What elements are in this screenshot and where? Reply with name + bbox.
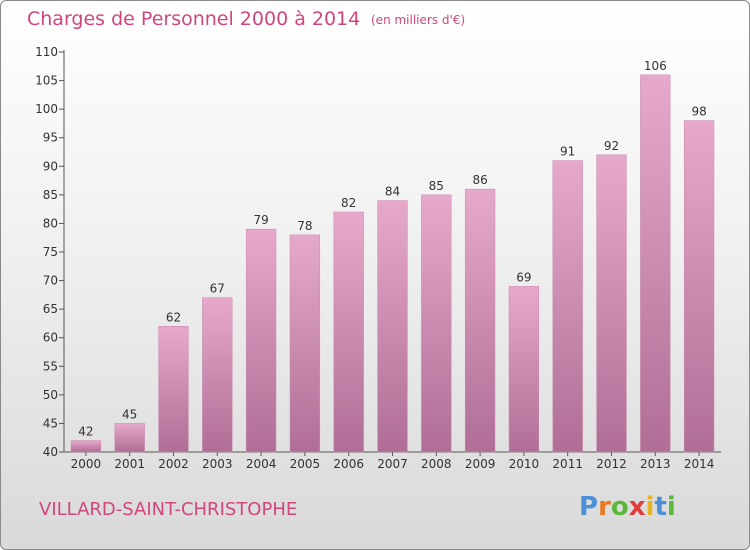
bar-2000 [70, 440, 102, 453]
value-label-2013: 106 [644, 59, 667, 73]
y-tick-label: 95 [43, 131, 58, 145]
value-label-2009: 86 [472, 173, 487, 187]
value-label-2007: 84 [385, 185, 400, 199]
axes: 40 45 50 55 60 65 70 75 80 85 90 95 100 105 110 2000 200… [35, 45, 721, 471]
y-tick-label: 80 [43, 216, 58, 230]
value-label-2005: 78 [297, 219, 312, 233]
y-tick-label: 85 [43, 188, 58, 202]
chart-title: Charges de Personnel 2000 à 2014 [27, 8, 360, 30]
value-label-2008: 85 [429, 179, 444, 193]
x-tick-label-2009: 2009 [465, 457, 496, 471]
y-tick-label: 45 [43, 416, 58, 430]
bar-2012 [596, 154, 627, 453]
y-tick-label: 50 [43, 388, 58, 402]
bar-2005 [289, 234, 321, 453]
y-tick-label: 65 [43, 302, 58, 316]
value-label-2001: 45 [122, 407, 137, 421]
value-label-2002: 62 [166, 310, 181, 324]
bar-2004 [245, 228, 277, 453]
x-tick-label-2003: 2003 [202, 457, 233, 471]
y-tick-label: 60 [43, 331, 58, 345]
y-tick-label: 55 [43, 359, 58, 373]
value-label-2006: 82 [341, 196, 356, 210]
x-tick-label-2013: 2013 [640, 457, 671, 471]
y-tick-label: 40 [43, 445, 58, 459]
value-label-2012: 92 [604, 139, 619, 153]
value-label-2003: 67 [210, 282, 225, 296]
y-tick-label: 75 [43, 245, 58, 259]
bar-2011 [552, 160, 583, 453]
chart-subtitle: (en milliers d'€) [371, 13, 465, 27]
y-tick-label: 105 [35, 74, 58, 88]
value-label-2010: 69 [516, 270, 531, 284]
x-tick-label-2006: 2006 [333, 457, 364, 471]
x-tick-label-2000: 2000 [71, 457, 102, 471]
x-tick-label-2004: 2004 [246, 457, 277, 471]
x-tick-label-2012: 2012 [596, 457, 627, 471]
x-tick-label-2002: 2002 [158, 457, 189, 471]
bar-2008 [421, 194, 452, 453]
y-tick-label: 70 [43, 274, 58, 288]
bar-2002 [158, 326, 189, 453]
bar-2007 [377, 200, 408, 453]
bar-2014 [683, 120, 715, 453]
value-label-2004: 79 [253, 213, 268, 227]
bar-2009 [464, 188, 496, 453]
value-label-2000: 42 [78, 425, 93, 439]
bars: 42 45 62 67 79 78 82 84 85 86 69 91 92 106 98 [70, 59, 715, 453]
bar-2003 [202, 297, 233, 453]
x-tick-label-2011: 2011 [552, 457, 583, 471]
bar-2013 [640, 74, 671, 453]
y-tick-label: 110 [35, 45, 58, 59]
x-tick-label-2014: 2014 [684, 457, 715, 471]
x-tick-label-2005: 2005 [290, 457, 321, 471]
location-name: VILLARD-SAINT-CHRISTOPHE [39, 499, 297, 520]
x-tick-label-2010: 2010 [509, 457, 540, 471]
y-tick-label: 100 [35, 102, 58, 116]
value-label-2014: 98 [691, 105, 706, 119]
y-tick-label: 90 [43, 159, 58, 173]
bar-2001 [114, 423, 145, 453]
x-tick-label-2008: 2008 [421, 457, 452, 471]
bar-2006 [333, 211, 364, 453]
bar-2010 [508, 286, 540, 453]
proxiti-logo: Proxiti [579, 492, 676, 522]
x-tick-label-2007: 2007 [377, 457, 408, 471]
x-tick-label-2001: 2001 [114, 457, 145, 471]
value-label-2011: 91 [560, 145, 575, 159]
